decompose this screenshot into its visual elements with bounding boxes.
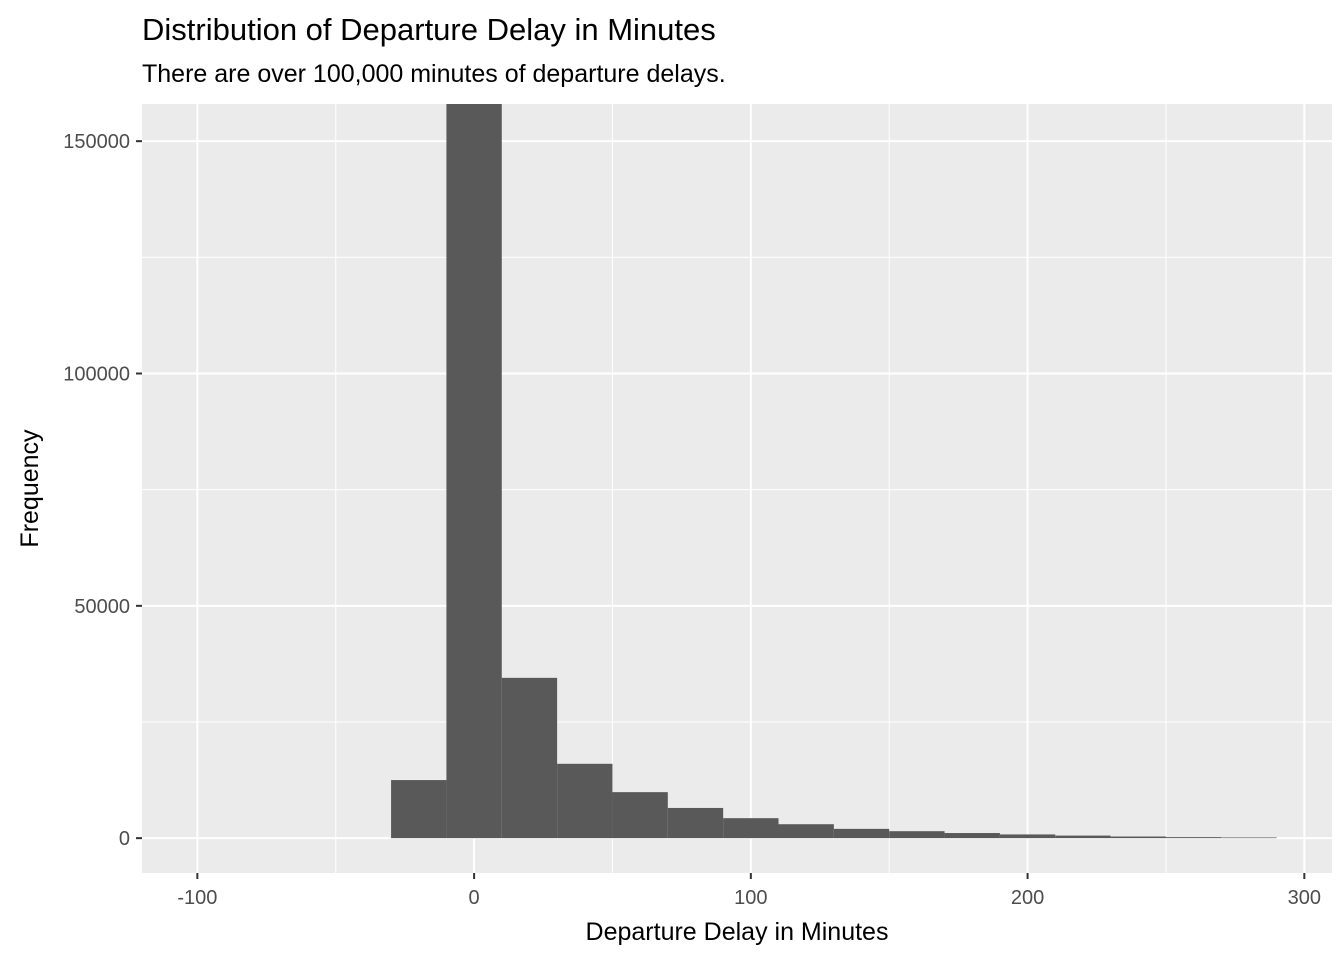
- x-axis-title: Departure Delay in Minutes: [586, 918, 889, 946]
- histogram-bar: [1221, 837, 1277, 839]
- histogram-bar: [889, 831, 945, 839]
- histogram-bar: [1055, 835, 1111, 839]
- y-tick-label: 0: [119, 828, 130, 850]
- plot-panel: [142, 104, 1332, 873]
- chart-title: Distribution of Departure Delay in Minut…: [142, 12, 716, 47]
- histogram-bar: [778, 824, 834, 839]
- histogram-bars: [391, 104, 1277, 839]
- x-tick-label: 300: [1288, 887, 1321, 909]
- histogram-bar: [833, 828, 890, 839]
- histogram-bar: [999, 834, 1056, 839]
- histogram-bar: [501, 677, 558, 839]
- x-axis-ticks: -100 0 100 200 300: [177, 873, 1321, 909]
- histogram-bar: [612, 792, 668, 839]
- y-tick-label: 150000: [63, 131, 130, 153]
- x-tick-label: 100: [734, 887, 767, 909]
- histogram-bar: [944, 833, 1000, 839]
- y-axis-title: Frequency: [16, 429, 44, 548]
- major-gridlines: [142, 104, 1332, 873]
- histogram-bar: [667, 807, 724, 839]
- histogram-bar: [1165, 837, 1222, 839]
- y-tick-label: 100000: [63, 363, 130, 385]
- histogram-bar: [446, 104, 502, 839]
- x-tick-label: 200: [1011, 887, 1044, 909]
- histogram-bar: [723, 818, 779, 839]
- x-tick-label: -100: [177, 887, 217, 909]
- histogram-bar: [391, 780, 447, 839]
- y-tick-label: 50000: [74, 596, 130, 618]
- y-axis-ticks: 0 50000 100000 150000: [63, 131, 142, 850]
- chart-subtitle: There are over 100,000 minutes of depart…: [142, 60, 726, 88]
- histogram-bar: [1110, 836, 1166, 839]
- x-tick-label: 0: [469, 887, 480, 909]
- minor-gridlines: [142, 104, 1332, 873]
- histogram-bar: [557, 763, 613, 839]
